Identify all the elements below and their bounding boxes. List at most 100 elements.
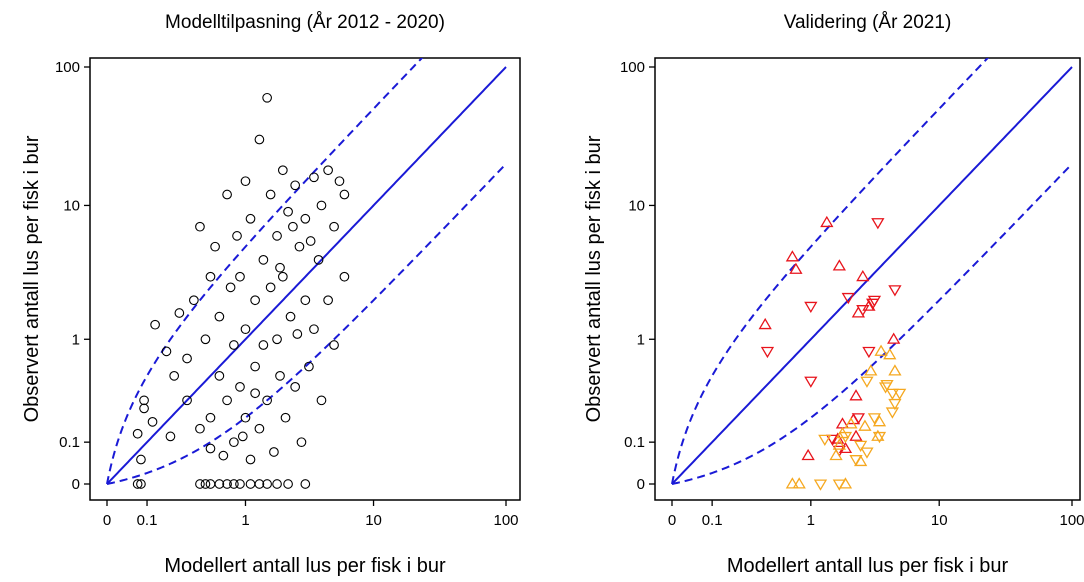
point — [174, 308, 185, 318]
point — [785, 477, 800, 489]
point — [283, 206, 293, 217]
reference-line — [106, 58, 424, 485]
point — [288, 221, 298, 232]
point — [275, 371, 285, 381]
point — [132, 479, 143, 489]
point — [265, 189, 276, 200]
point — [309, 172, 319, 183]
point — [229, 479, 239, 489]
x-tick-label: 0.1 — [137, 512, 158, 529]
plot-frame — [654, 57, 1081, 501]
x-tick-label: 10 — [931, 512, 948, 529]
point — [205, 271, 216, 282]
point — [804, 301, 818, 314]
point — [218, 450, 229, 461]
point — [235, 479, 245, 489]
y-tick-label: 100 — [55, 59, 80, 76]
point — [829, 448, 843, 461]
point — [254, 423, 265, 434]
reference-line — [106, 163, 507, 485]
point — [801, 448, 815, 461]
point — [849, 429, 863, 441]
point — [285, 311, 296, 322]
point — [262, 92, 272, 103]
y-tick-label: 100 — [620, 59, 645, 76]
point — [245, 213, 256, 224]
point — [844, 417, 858, 429]
point — [841, 292, 855, 305]
point — [883, 348, 897, 360]
point — [339, 271, 350, 282]
y-tick-label: 10 — [63, 197, 80, 214]
point — [874, 344, 888, 356]
y-axis-label: Observert antall lus per fisk i bur — [583, 135, 605, 422]
point — [296, 437, 307, 448]
point — [250, 295, 260, 306]
point — [856, 305, 870, 317]
point — [860, 376, 874, 388]
point — [856, 269, 870, 282]
point — [225, 282, 236, 293]
point — [214, 479, 225, 489]
point — [195, 423, 205, 434]
point — [300, 295, 311, 306]
point — [269, 447, 279, 457]
point — [214, 371, 225, 381]
point — [262, 479, 272, 489]
point — [792, 477, 806, 489]
point — [813, 479, 828, 491]
point — [265, 282, 276, 293]
point — [858, 419, 872, 431]
point — [329, 221, 339, 232]
point — [235, 382, 245, 392]
y-tick-label: 0.1 — [624, 434, 645, 451]
reference-line — [671, 58, 990, 485]
y-tick-label: 10 — [628, 197, 645, 214]
point — [872, 431, 887, 444]
point — [851, 306, 866, 318]
point — [277, 271, 288, 282]
y-axis-label: Observert antall lus per fisk i bur — [21, 135, 43, 422]
x-tick-label: 0 — [668, 512, 676, 529]
point — [250, 388, 260, 399]
point — [871, 218, 885, 230]
plot-frame — [89, 57, 521, 501]
point — [758, 317, 772, 330]
point — [304, 361, 314, 372]
point — [272, 231, 282, 241]
point — [277, 165, 288, 176]
guide-lines — [671, 58, 1073, 485]
point — [832, 479, 846, 491]
point — [292, 329, 303, 339]
point — [316, 395, 327, 406]
x-tick-label: 100 — [1059, 512, 1084, 529]
x-tick-label: 1 — [807, 512, 815, 529]
x-tick-label: 100 — [493, 512, 518, 529]
point — [258, 255, 269, 265]
point — [832, 259, 846, 271]
point — [205, 443, 216, 454]
y-tick-label: 1 — [637, 331, 645, 348]
point — [139, 395, 149, 406]
point — [323, 295, 333, 306]
point — [250, 361, 260, 372]
point — [189, 295, 199, 306]
point — [838, 441, 853, 454]
point — [165, 431, 176, 442]
point — [294, 241, 305, 252]
point — [300, 479, 311, 489]
point — [283, 479, 293, 489]
point — [258, 340, 269, 350]
point — [851, 413, 866, 425]
point — [838, 431, 853, 444]
point — [222, 479, 232, 489]
reference-line — [671, 66, 1073, 485]
point — [887, 332, 901, 344]
y-tick-label: 0 — [72, 476, 80, 493]
point — [136, 479, 146, 489]
point — [329, 340, 339, 350]
point — [888, 364, 902, 376]
point — [880, 379, 894, 392]
point — [222, 395, 232, 406]
